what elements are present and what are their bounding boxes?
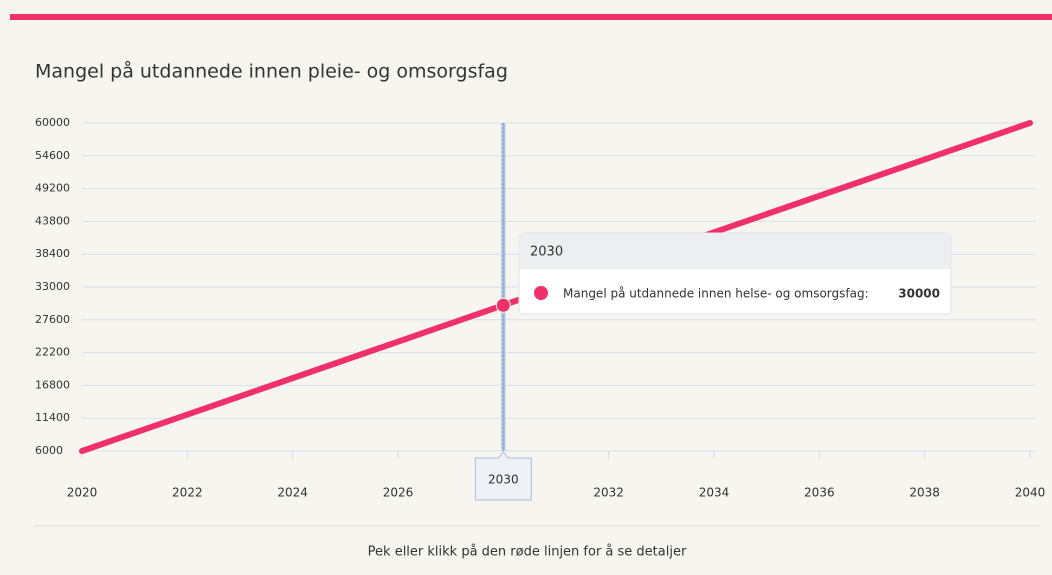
highlight-point xyxy=(495,297,511,313)
y-tick-label: 11400 xyxy=(35,411,70,424)
y-tick-label: 16800 xyxy=(35,378,70,391)
x-tick-label: 2024 xyxy=(277,486,308,500)
chart-title: Mangel på utdannede innen pleie- og omso… xyxy=(35,60,508,83)
y-tick-label: 6000 xyxy=(35,444,63,457)
y-tick-label: 33000 xyxy=(35,280,70,293)
crosshair-label-box xyxy=(474,451,532,501)
x-tick-label: 2034 xyxy=(699,486,730,500)
tooltip-header xyxy=(519,233,951,269)
x-tick-label: 2038 xyxy=(909,486,940,500)
top-bar xyxy=(10,14,1052,20)
x-tick-label: 2040 xyxy=(1015,486,1046,500)
tooltip-value: 30000 xyxy=(898,287,940,301)
tooltip-label: Mangel på utdannede innen helse- og omso… xyxy=(563,287,869,301)
crosshair-label: 2030 xyxy=(488,473,519,487)
tooltip-marker xyxy=(534,286,548,300)
y-tick-label: 49200 xyxy=(35,182,70,195)
y-tick-label: 54600 xyxy=(35,149,70,162)
y-tick-label: 43800 xyxy=(35,214,70,227)
x-tick-label: 2032 xyxy=(593,486,624,500)
x-tick-label: 2022 xyxy=(172,486,203,500)
x-tick-label: 2036 xyxy=(804,486,835,500)
y-tick-label: 60000 xyxy=(35,116,70,129)
y-tick-label: 38400 xyxy=(35,247,70,260)
tooltip-title: 2030 xyxy=(530,245,563,260)
x-tick-label: 2020 xyxy=(67,486,98,500)
footer: Pek eller klikk på den røde linjen for å… xyxy=(368,545,687,560)
y-tick-label: 22200 xyxy=(35,346,70,359)
y-tick-label: 27600 xyxy=(35,313,70,326)
x-tick-label: 2026 xyxy=(383,486,414,500)
